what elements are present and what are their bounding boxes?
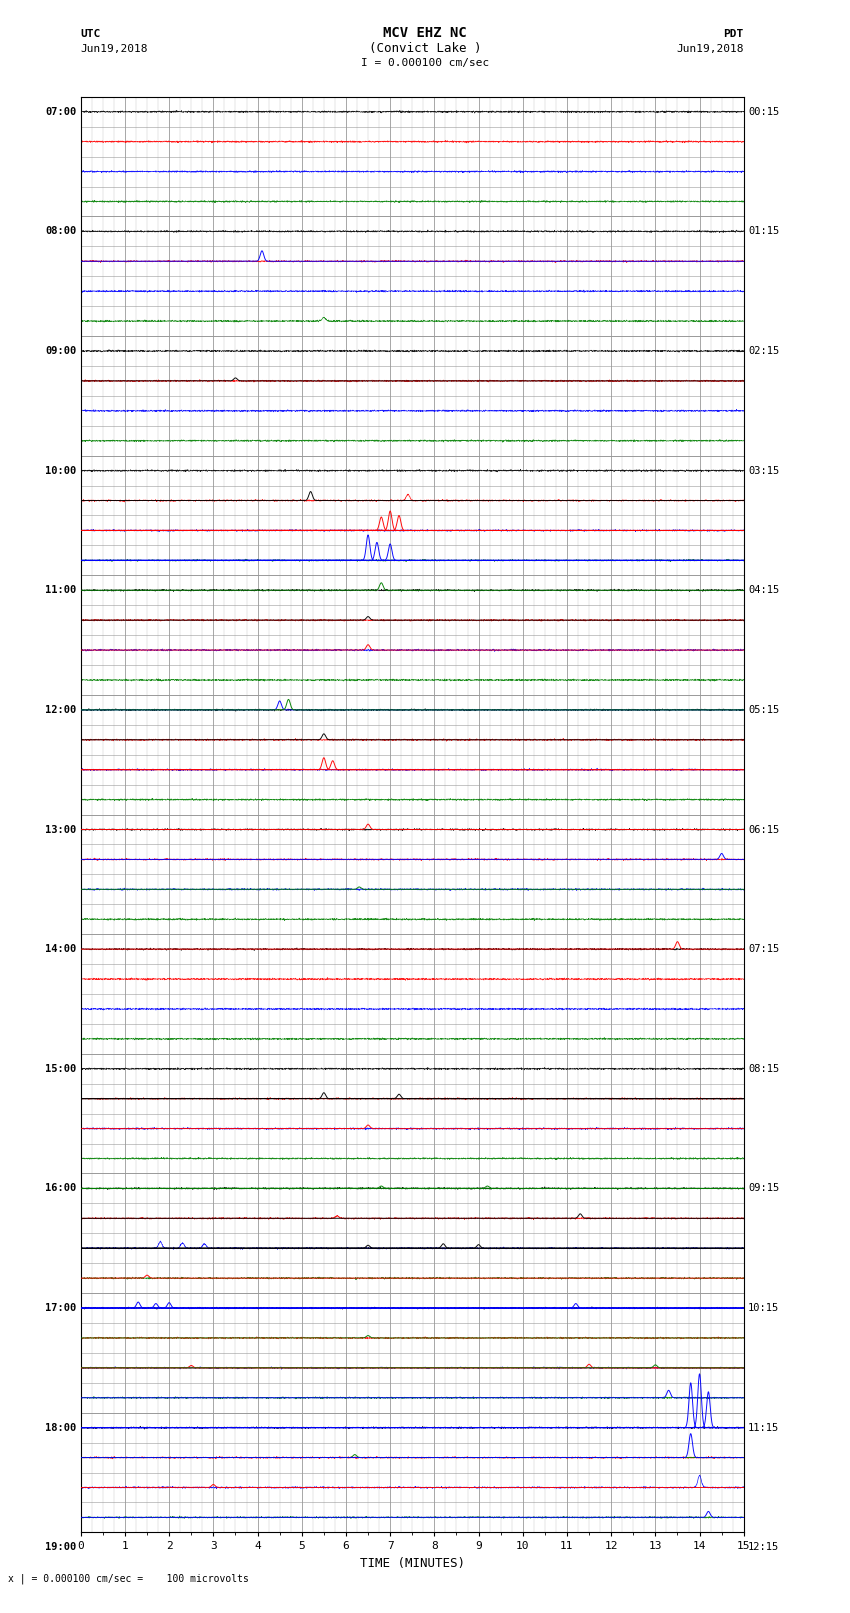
Text: 03:15: 03:15 — [748, 466, 779, 476]
Text: 11:15: 11:15 — [748, 1423, 779, 1432]
Text: Jun19,2018: Jun19,2018 — [677, 44, 744, 53]
Text: 12:00: 12:00 — [45, 705, 76, 715]
Text: I = 0.000100 cm/sec: I = 0.000100 cm/sec — [361, 58, 489, 68]
Text: Jun19,2018: Jun19,2018 — [81, 44, 148, 53]
Text: 09:00: 09:00 — [45, 347, 76, 356]
Text: 09:15: 09:15 — [748, 1184, 779, 1194]
Text: 04:15: 04:15 — [748, 586, 779, 595]
Text: 10:00: 10:00 — [45, 466, 76, 476]
Text: 08:15: 08:15 — [748, 1065, 779, 1074]
Text: 19:00: 19:00 — [45, 1542, 76, 1552]
Text: 15:00: 15:00 — [45, 1065, 76, 1074]
Text: 17:00: 17:00 — [45, 1303, 76, 1313]
Text: 08:00: 08:00 — [45, 226, 76, 237]
X-axis label: TIME (MINUTES): TIME (MINUTES) — [360, 1557, 465, 1569]
Text: 11:00: 11:00 — [45, 586, 76, 595]
Text: 02:15: 02:15 — [748, 347, 779, 356]
Text: 14:00: 14:00 — [45, 944, 76, 955]
Text: 01:15: 01:15 — [748, 226, 779, 237]
Text: PDT: PDT — [723, 29, 744, 39]
Text: x | = 0.000100 cm/sec =    100 microvolts: x | = 0.000100 cm/sec = 100 microvolts — [8, 1573, 249, 1584]
Text: 18:00: 18:00 — [45, 1423, 76, 1432]
Text: 16:00: 16:00 — [45, 1184, 76, 1194]
Text: 07:00: 07:00 — [45, 106, 76, 116]
Text: 13:00: 13:00 — [45, 824, 76, 834]
Text: UTC: UTC — [81, 29, 101, 39]
Text: MCV EHZ NC: MCV EHZ NC — [383, 26, 467, 40]
Text: (Convict Lake ): (Convict Lake ) — [369, 42, 481, 55]
Text: 05:15: 05:15 — [748, 705, 779, 715]
Text: 00:15: 00:15 — [748, 106, 779, 116]
Text: 07:15: 07:15 — [748, 944, 779, 955]
Text: 06:15: 06:15 — [748, 824, 779, 834]
Text: 12:15: 12:15 — [748, 1542, 779, 1552]
Text: 10:15: 10:15 — [748, 1303, 779, 1313]
